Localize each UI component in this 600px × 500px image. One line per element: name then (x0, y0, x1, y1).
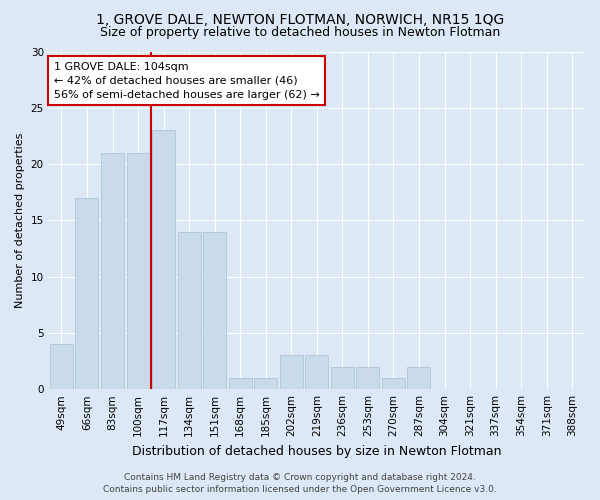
Bar (382, 378, 405, 389)
Text: 1 GROVE DALE: 104sqm
← 42% of detached houses are smaller (46)
56% of semi-detac: 1 GROVE DALE: 104sqm ← 42% of detached h… (54, 62, 320, 100)
Bar (76, 198, 98, 389)
Bar (356, 366, 379, 389)
Bar (229, 378, 252, 389)
Bar (203, 232, 226, 389)
Bar (407, 366, 430, 389)
Bar (152, 130, 175, 389)
Text: Contains HM Land Registry data © Crown copyright and database right 2024.
Contai: Contains HM Land Registry data © Crown c… (103, 472, 497, 494)
Bar (50, 344, 73, 389)
Text: 1, GROVE DALE, NEWTON FLOTMAN, NORWICH, NR15 1QG: 1, GROVE DALE, NEWTON FLOTMAN, NORWICH, … (96, 12, 504, 26)
Bar (305, 356, 328, 389)
Bar (127, 153, 149, 389)
Text: Size of property relative to detached houses in Newton Flotman: Size of property relative to detached ho… (100, 26, 500, 39)
Bar (178, 232, 200, 389)
X-axis label: Distribution of detached houses by size in Newton Flotman: Distribution of detached houses by size … (132, 444, 502, 458)
Bar (331, 366, 354, 389)
Bar (254, 378, 277, 389)
Bar (280, 356, 303, 389)
Y-axis label: Number of detached properties: Number of detached properties (15, 132, 25, 308)
Bar (101, 153, 124, 389)
